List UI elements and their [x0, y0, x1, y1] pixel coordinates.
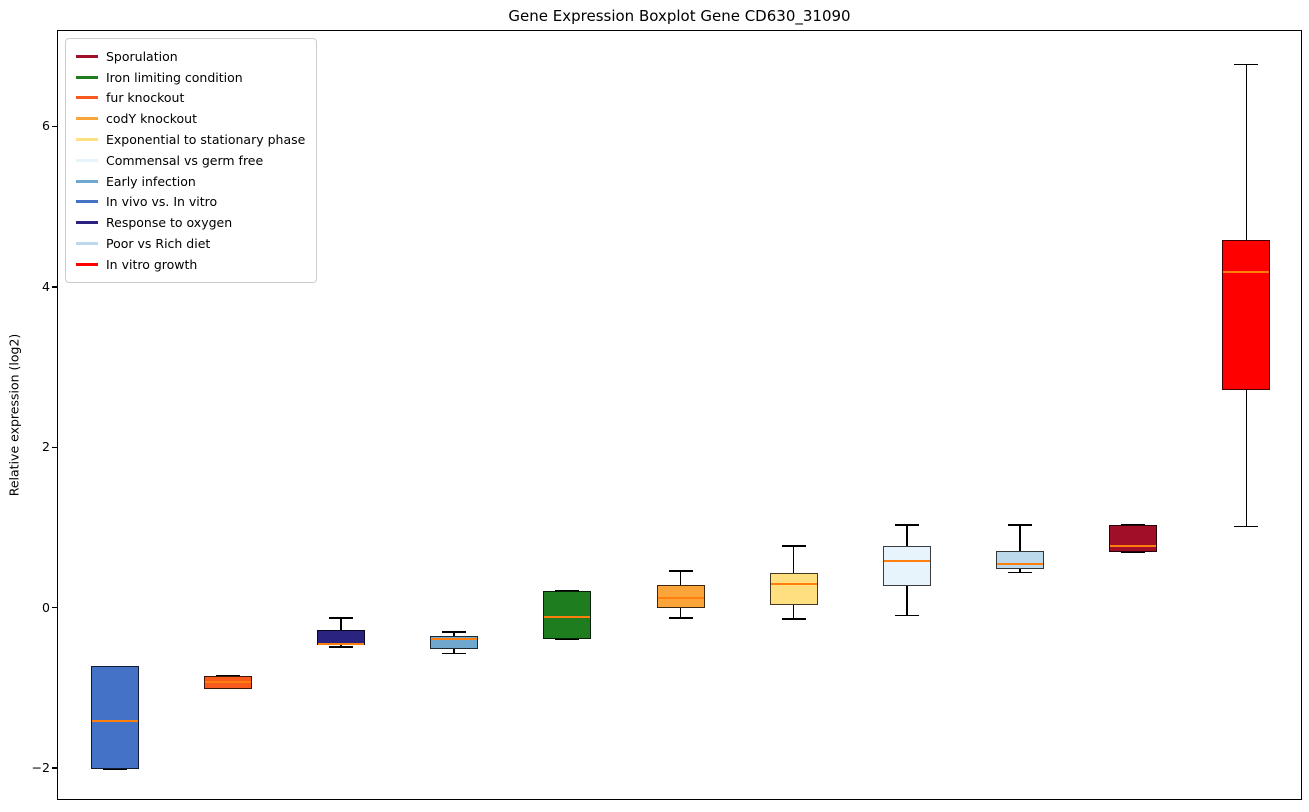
legend-label: fur knockout — [106, 90, 185, 106]
y-tick-mark — [52, 286, 57, 288]
legend-label: Commensal vs germ free — [106, 152, 264, 168]
legend-label: Iron limiting condition — [106, 69, 243, 85]
median-line — [317, 642, 364, 645]
median-line — [544, 615, 591, 618]
whisker-line — [1019, 525, 1021, 573]
median-line — [204, 681, 251, 684]
median-line — [1110, 544, 1157, 547]
legend-color-swatch — [76, 117, 98, 121]
y-tick-label: 2 — [42, 439, 50, 455]
legend-label: Exponential to stationary phase — [106, 132, 306, 148]
whisker-cap — [215, 687, 240, 690]
median-line — [770, 582, 817, 585]
median-line — [997, 562, 1044, 565]
whisker-cap — [894, 614, 919, 617]
chart-title: Gene Expression Boxplot Gene CD630_31090 — [508, 7, 851, 25]
whisker-cap — [668, 617, 693, 619]
y-tick-label: 4 — [42, 278, 50, 294]
whisker-cap — [328, 646, 353, 648]
legend-item: Response to oxygen — [76, 212, 305, 233]
whisker-cap — [102, 768, 127, 770]
boxplot-box — [543, 590, 592, 639]
legend-color-swatch — [76, 138, 98, 142]
legend-label: Sporulation — [106, 48, 178, 64]
legend-item: In vivo vs. In vitro — [76, 192, 305, 213]
y-tick-mark — [52, 767, 57, 769]
legend-color-swatch — [76, 179, 98, 183]
median-line — [431, 637, 478, 640]
whisker-cap — [555, 638, 580, 640]
legend: Sporulation Iron limiting condition fur kn… — [65, 38, 318, 283]
whisker-cap — [1234, 525, 1259, 528]
whisker-cap — [894, 524, 919, 526]
legend-item: Iron limiting condition — [76, 67, 305, 88]
legend-item: codY knockout — [76, 108, 305, 129]
y-tick-label: 6 — [42, 118, 50, 134]
legend-item: Exponential to stationary phase — [76, 129, 305, 150]
legend-item: Commensal vs germ free — [76, 150, 305, 171]
legend-label: In vitro growth — [106, 256, 198, 272]
legend-label: Poor vs Rich diet — [106, 236, 211, 252]
whisker-cap — [1121, 551, 1146, 554]
median-line — [883, 560, 930, 563]
legend-color-swatch — [76, 262, 98, 266]
boxplot-box — [769, 573, 818, 606]
boxplot-box — [882, 545, 931, 587]
whisker-cap — [1008, 524, 1033, 526]
whisker-cap — [781, 545, 806, 547]
legend-color-swatch — [76, 75, 98, 79]
y-tick-mark — [52, 446, 57, 448]
boxplot-box — [656, 585, 705, 609]
legend-item: Poor vs Rich diet — [76, 233, 305, 254]
legend-item: Early infection — [76, 171, 305, 192]
whisker-cap — [1008, 571, 1033, 574]
whisker-cap — [1234, 63, 1259, 66]
legend-item: Sporulation — [76, 46, 305, 67]
boxplot-box — [90, 666, 139, 769]
median-line — [657, 597, 704, 600]
boxplot-box — [1222, 239, 1271, 391]
legend-label: In vivo vs. In vitro — [106, 194, 218, 210]
legend-item: fur knockout — [76, 88, 305, 109]
legend-color-swatch — [76, 54, 98, 58]
median-line — [91, 719, 138, 722]
y-tick-label: −2 — [31, 759, 50, 775]
median-line — [1223, 270, 1270, 273]
whisker-cap — [781, 618, 806, 620]
legend-color-swatch — [76, 242, 98, 246]
legend-item: In vitro growth — [76, 254, 305, 275]
whisker-cap — [442, 652, 467, 655]
whisker-cap — [328, 617, 353, 619]
y-tick-mark — [52, 607, 57, 609]
boxplot-box — [996, 550, 1045, 570]
legend-label: Response to oxygen — [106, 215, 233, 231]
legend-color-swatch — [76, 221, 98, 225]
whisker-cap — [442, 631, 467, 633]
legend-color-swatch — [76, 96, 98, 100]
legend-color-swatch — [76, 200, 98, 204]
whisker-cap — [668, 570, 693, 572]
y-tick-mark — [52, 125, 57, 128]
legend-label: Early infection — [106, 173, 196, 189]
boxplot-box — [316, 630, 365, 646]
y-tick-label: 0 — [42, 599, 50, 615]
legend-label: codY knockout — [106, 111, 198, 127]
boxplot-box — [1109, 525, 1158, 553]
legend-color-swatch — [76, 158, 98, 162]
